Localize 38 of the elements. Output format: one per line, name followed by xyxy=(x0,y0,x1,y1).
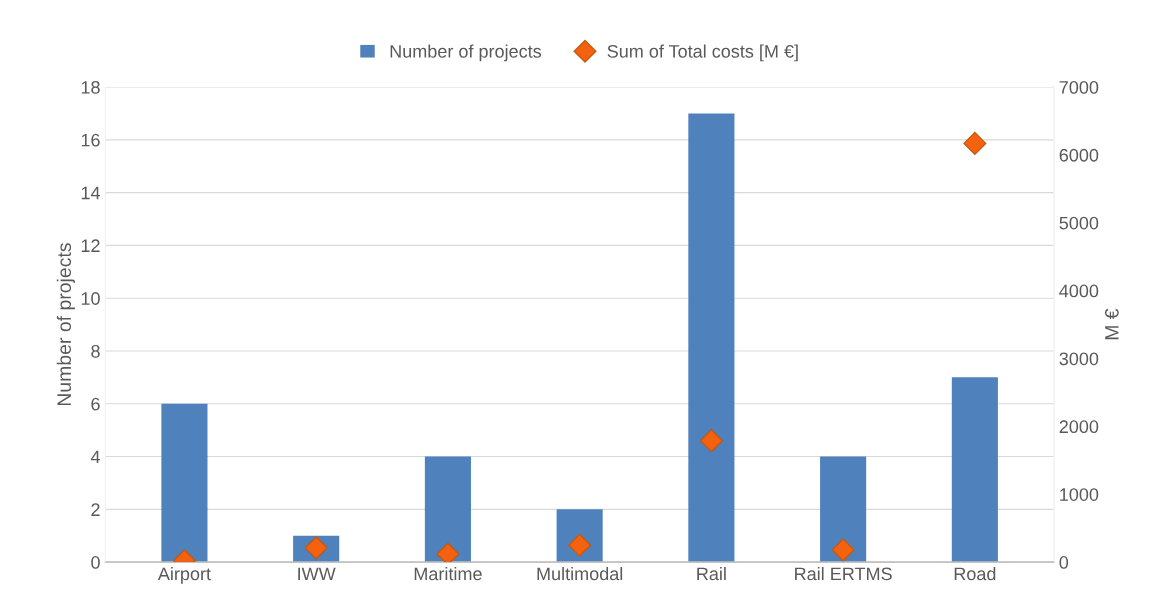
point xyxy=(699,429,723,453)
y-tick-label: 6 xyxy=(91,397,100,411)
bar xyxy=(424,456,471,563)
y2-tick-label: 6000 xyxy=(1059,148,1099,162)
point xyxy=(963,131,987,155)
point xyxy=(831,538,855,562)
x-tick-label: Rail xyxy=(697,566,726,581)
y2-tick-label: 2000 xyxy=(1059,420,1099,434)
y2-tick-label: 7000 xyxy=(1059,80,1099,94)
y-tick-label: 18 xyxy=(81,80,100,94)
bar xyxy=(951,377,998,563)
bar xyxy=(820,456,867,563)
x-tick-label: Road xyxy=(954,566,996,581)
x-tick-label: IWW xyxy=(298,567,336,581)
point xyxy=(436,542,460,563)
bar xyxy=(161,403,208,563)
bar xyxy=(688,113,735,563)
y-tick-label: 14 xyxy=(81,186,100,200)
y2-tick-label: 0 xyxy=(1059,556,1069,569)
y2-tick-label: 1000 xyxy=(1060,488,1099,501)
y2-axis-title: M € xyxy=(1104,308,1119,340)
y-axis-title: Number of projects xyxy=(56,243,75,406)
y-tick-label: 8 xyxy=(91,344,100,358)
y2-tick-label: 4000 xyxy=(1059,284,1099,298)
legend-label: Number of projects xyxy=(390,44,542,62)
y-tick-label: 10 xyxy=(81,292,100,305)
y-tick-label: 2 xyxy=(91,503,100,516)
x-tick-label: Maritime xyxy=(414,566,482,581)
y2-tick-label: 5000 xyxy=(1059,216,1099,230)
y-tick-label: 4 xyxy=(90,450,100,464)
x-tick-label: Rail ERTMS xyxy=(795,566,892,581)
y-tick-label: 0 xyxy=(91,556,100,569)
y-tick-label: 12 xyxy=(81,239,100,252)
legend-label: Sum of Total costs [M €] xyxy=(607,44,798,62)
x-tick-label: Multimodal xyxy=(537,566,623,581)
y2-tick-label: 3000 xyxy=(1059,352,1099,366)
y-tick-label: 16 xyxy=(81,133,100,147)
x-tick-label: Airport xyxy=(157,566,211,584)
